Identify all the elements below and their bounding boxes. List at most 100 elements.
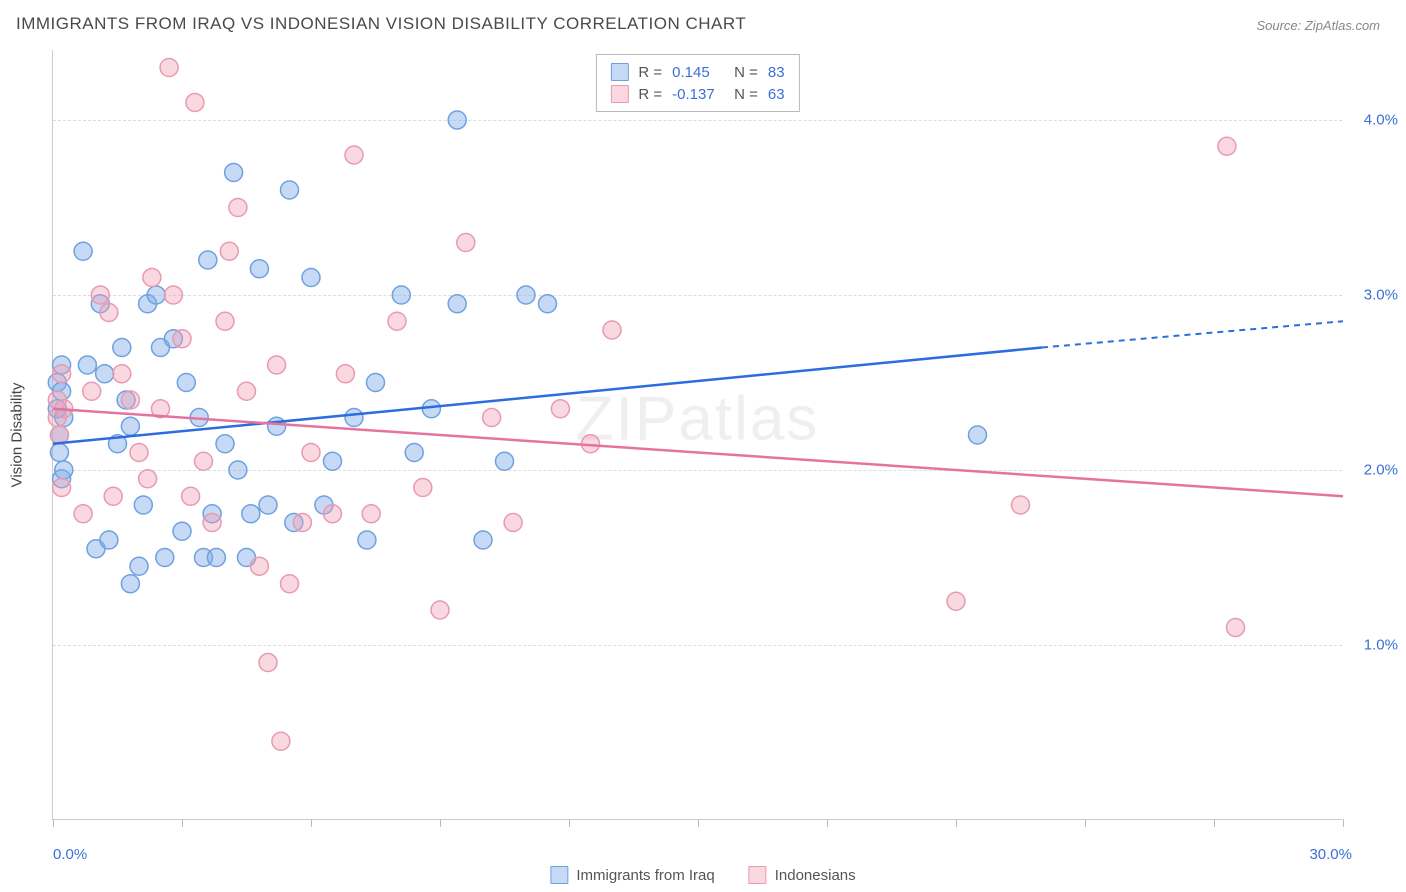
scatter-point	[100, 531, 118, 549]
trend-line	[53, 409, 1343, 497]
scatter-point	[199, 251, 217, 269]
scatter-point	[130, 444, 148, 462]
scatter-point	[259, 496, 277, 514]
scatter-point	[173, 522, 191, 540]
legend-series: Immigrants from Iraq Indonesians	[550, 866, 855, 884]
scatter-point	[229, 461, 247, 479]
scatter-point	[250, 557, 268, 575]
scatter-point	[496, 452, 514, 470]
scatter-point	[242, 505, 260, 523]
scatter-point	[121, 575, 139, 593]
scatter-point	[139, 470, 157, 488]
scatter-point	[250, 260, 268, 278]
scatter-point	[130, 557, 148, 575]
scatter-point	[55, 461, 73, 479]
scatter-point	[414, 479, 432, 497]
y-tick-label: 1.0%	[1364, 637, 1398, 654]
x-axis-end-label: 30.0%	[1309, 846, 1352, 863]
n-value: 83	[768, 64, 785, 81]
r-value: -0.137	[672, 86, 724, 103]
y-tick-label: 2.0%	[1364, 462, 1398, 479]
scatter-point	[358, 531, 376, 549]
x-tick	[569, 819, 570, 827]
scatter-point	[134, 496, 152, 514]
legend-swatch	[550, 866, 568, 884]
scatter-point	[225, 164, 243, 182]
scatter-point	[113, 365, 131, 383]
scatter-point	[121, 391, 139, 409]
scatter-point	[147, 286, 165, 304]
scatter-point	[74, 505, 92, 523]
x-tick	[1214, 819, 1215, 827]
x-tick	[182, 819, 183, 827]
x-axis-start-label: 0.0%	[53, 846, 87, 863]
scatter-point	[1012, 496, 1030, 514]
scatter-point	[268, 417, 286, 435]
scatter-point	[78, 356, 96, 374]
scatter-point	[177, 374, 195, 392]
scatter-point	[367, 374, 385, 392]
scatter-point	[53, 479, 71, 497]
scatter-point	[104, 487, 122, 505]
y-tick-label: 3.0%	[1364, 287, 1398, 304]
x-tick	[440, 819, 441, 827]
scatter-point	[474, 531, 492, 549]
scatter-point	[216, 435, 234, 453]
plot-area: Vision Disability ZIPatlas 1.0%2.0%3.0%4…	[52, 50, 1342, 820]
scatter-point	[83, 382, 101, 400]
scatter-point	[517, 286, 535, 304]
scatter-point	[603, 321, 621, 339]
scatter-point	[259, 654, 277, 672]
scatter-point	[345, 409, 363, 427]
x-tick	[53, 819, 54, 827]
scatter-point	[362, 505, 380, 523]
scatter-point	[173, 330, 191, 348]
scatter-point	[182, 487, 200, 505]
scatter-point	[96, 365, 114, 383]
scatter-point	[186, 94, 204, 112]
legend-series-label: Indonesians	[775, 867, 856, 884]
scatter-point	[551, 400, 569, 418]
scatter-point	[100, 304, 118, 322]
scatter-point	[405, 444, 423, 462]
scatter-point	[539, 295, 557, 313]
chart-title: IMMIGRANTS FROM IRAQ VS INDONESIAN VISIO…	[16, 14, 746, 34]
scatter-point	[164, 286, 182, 304]
scatter-point	[216, 312, 234, 330]
scatter-point	[947, 592, 965, 610]
scatter-point	[203, 514, 221, 532]
scatter-point	[238, 382, 256, 400]
scatter-point	[1227, 619, 1245, 637]
scatter-point	[504, 514, 522, 532]
scatter-svg	[53, 50, 1342, 819]
legend-series-label: Immigrants from Iraq	[576, 867, 714, 884]
scatter-point	[281, 181, 299, 199]
scatter-point	[483, 409, 501, 427]
scatter-point	[1218, 137, 1236, 155]
scatter-point	[113, 339, 131, 357]
legend-swatch	[749, 866, 767, 884]
scatter-point	[91, 286, 109, 304]
n-value: 63	[768, 86, 785, 103]
trend-line	[53, 348, 1042, 444]
trend-line-dashed	[1042, 321, 1343, 347]
scatter-point	[160, 59, 178, 77]
x-tick	[698, 819, 699, 827]
r-label: R =	[638, 64, 662, 81]
legend-series-item: Indonesians	[749, 866, 856, 884]
source-label: Source: ZipAtlas.com	[1256, 18, 1380, 33]
scatter-point	[229, 199, 247, 217]
x-tick	[1085, 819, 1086, 827]
scatter-point	[431, 601, 449, 619]
scatter-point	[268, 356, 286, 374]
y-tick-label: 4.0%	[1364, 112, 1398, 129]
scatter-point	[293, 514, 311, 532]
scatter-point	[50, 444, 68, 462]
scatter-point	[121, 417, 139, 435]
r-value: 0.145	[672, 64, 724, 81]
x-tick	[956, 819, 957, 827]
scatter-point	[448, 111, 466, 129]
scatter-point	[207, 549, 225, 567]
legend-swatch	[610, 63, 628, 81]
n-label: N =	[734, 64, 758, 81]
